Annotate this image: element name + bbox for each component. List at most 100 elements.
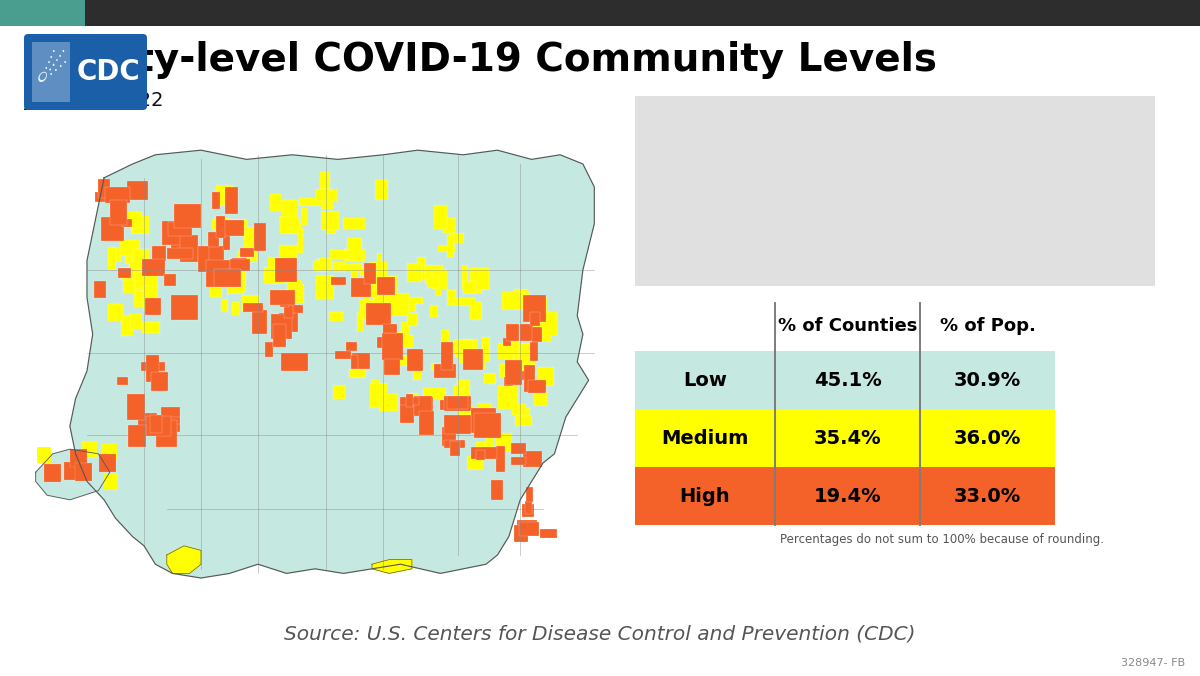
Bar [94, 281, 106, 298]
Bar [502, 291, 523, 310]
Bar [460, 339, 476, 363]
Bar [134, 290, 144, 306]
Text: % of Counties: % of Counties [778, 317, 917, 335]
Bar [427, 277, 439, 288]
Bar [138, 412, 157, 433]
Bar [401, 402, 414, 422]
Bar [431, 363, 448, 370]
Bar [514, 289, 527, 308]
Bar [359, 287, 378, 297]
Bar [470, 447, 497, 459]
Polygon shape [70, 150, 594, 578]
Bar [452, 340, 469, 354]
Bar [416, 397, 433, 411]
Bar [244, 226, 256, 245]
Bar [378, 337, 390, 348]
Bar [287, 280, 301, 297]
Bar [419, 412, 434, 435]
Bar [269, 257, 278, 270]
Bar [214, 262, 238, 277]
Bar [280, 313, 299, 332]
Bar [455, 340, 473, 357]
Bar [448, 290, 456, 305]
Bar [252, 310, 268, 334]
Bar [330, 250, 350, 259]
Bar [282, 200, 298, 220]
Bar [438, 245, 455, 251]
Bar [221, 299, 228, 312]
Bar [71, 449, 88, 467]
Bar [299, 197, 322, 206]
Bar [499, 364, 510, 377]
Bar [114, 247, 121, 262]
Bar [338, 264, 361, 271]
Bar [382, 333, 403, 360]
Bar [461, 406, 473, 429]
Bar [379, 288, 397, 303]
Bar [440, 331, 450, 355]
Bar [102, 444, 116, 460]
FancyBboxPatch shape [24, 34, 148, 110]
Bar [395, 302, 416, 311]
Bar [108, 247, 115, 270]
Bar [334, 262, 346, 272]
Bar [515, 525, 528, 542]
Bar [450, 441, 461, 456]
Bar [347, 238, 362, 260]
Bar [530, 325, 536, 341]
Bar [350, 279, 371, 297]
Bar [457, 380, 470, 396]
Bar [360, 300, 373, 316]
Bar [301, 208, 307, 225]
Bar [43, 464, 61, 482]
Bar [223, 220, 244, 237]
Bar [416, 257, 426, 281]
Bar [538, 367, 554, 386]
Bar [518, 522, 539, 536]
Text: COVID-19 Community Level.: COVID-19 Community Level. [655, 226, 1031, 252]
Bar [388, 293, 409, 316]
Bar [522, 504, 534, 517]
Bar [142, 260, 164, 276]
Bar [383, 324, 397, 333]
Bar [528, 357, 534, 364]
Bar [0, 0, 85, 26]
Text: Low: Low [683, 370, 727, 389]
Bar [432, 270, 446, 289]
Bar [635, 96, 1154, 286]
Bar [101, 217, 124, 241]
Polygon shape [36, 449, 110, 500]
Bar [482, 337, 490, 362]
Bar [205, 260, 230, 287]
Bar [210, 274, 222, 297]
Text: Source: U.S. Centers for Disease Control and Prevention (CDC): Source: U.S. Centers for Disease Control… [284, 625, 916, 644]
Bar [174, 204, 200, 228]
Bar [511, 443, 526, 454]
Bar [511, 457, 526, 466]
Bar [140, 362, 166, 372]
Bar [118, 268, 131, 278]
Bar [408, 263, 422, 281]
Bar [120, 268, 133, 280]
Bar [122, 219, 132, 226]
Bar [520, 324, 533, 341]
Bar [162, 221, 181, 245]
Bar [430, 306, 438, 317]
Bar [400, 397, 419, 404]
Bar [443, 427, 456, 445]
Bar [498, 343, 512, 359]
Bar [383, 288, 391, 309]
Bar [278, 245, 296, 270]
Bar [468, 281, 474, 290]
Bar [164, 274, 176, 286]
Bar [276, 258, 296, 282]
Bar [476, 450, 485, 460]
Bar [133, 249, 149, 268]
Text: High: High [679, 487, 731, 506]
Bar [224, 187, 238, 214]
Bar [30, 141, 600, 601]
Bar [365, 263, 377, 284]
Bar [443, 218, 455, 233]
Bar [529, 311, 547, 329]
Bar [280, 289, 289, 308]
